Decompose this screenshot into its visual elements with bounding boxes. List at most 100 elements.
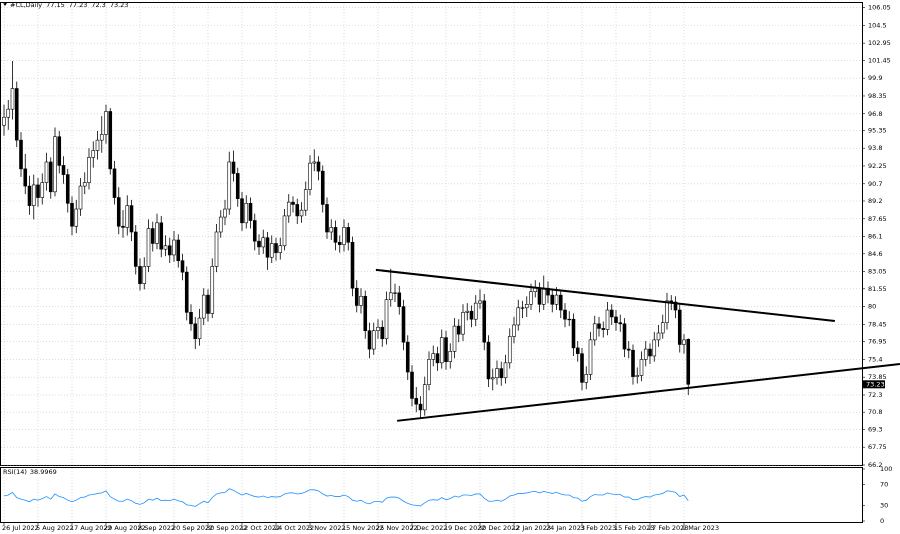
candle-body	[104, 111, 108, 135]
candle-body	[282, 215, 287, 247]
y-tick-label: 86.1	[868, 233, 882, 241]
y-tick-label: 67.75	[868, 443, 887, 451]
candle-body	[218, 216, 223, 233]
candle-body	[363, 295, 368, 332]
candle-body	[601, 328, 606, 330]
candle-body	[380, 326, 385, 340]
ohlc-value: 72.3	[91, 1, 105, 9]
candle-body	[155, 222, 159, 244]
candle-body	[206, 294, 210, 314]
candle-body	[189, 312, 193, 325]
y-tick-label: 84.6	[868, 250, 882, 258]
candle-body	[95, 139, 100, 151]
candle-body	[439, 337, 444, 364]
candle-body	[14, 88, 19, 141]
candle-body	[469, 310, 474, 320]
rsi-label: RSI(14)	[3, 468, 27, 476]
candle-body	[193, 323, 198, 340]
candle-body	[176, 239, 181, 261]
candle-body	[648, 348, 652, 357]
candle-body	[575, 347, 580, 354]
rsi-panel-frame	[0, 467, 863, 523]
candle-body	[609, 309, 614, 318]
y-tick-label: 83.05	[868, 268, 887, 276]
candle-body	[201, 294, 206, 319]
candle-body	[40, 182, 45, 198]
candle-body	[444, 337, 448, 362]
x-tick-label: 7 Dec 2022	[410, 524, 447, 532]
candle-body	[150, 228, 155, 244]
candle-body	[223, 208, 227, 218]
trendline	[375, 268, 835, 322]
x-tick-label: 30 Sep 2022	[206, 524, 247, 532]
x-tick-label: 12 Jan 2023	[512, 524, 551, 532]
trendline	[397, 362, 900, 422]
candle-body	[563, 309, 567, 320]
price-tag	[863, 380, 885, 389]
candle-body	[65, 174, 70, 204]
candle-body	[99, 134, 104, 141]
x-tick-label: 17 Aug 2022	[70, 524, 112, 532]
y-tick-label: 101.45	[868, 56, 891, 64]
symbol-label: #CL,Daily	[10, 1, 42, 9]
candle-body	[265, 237, 270, 258]
y-tick-label: 73.85	[868, 373, 887, 381]
y-tick-label: 89.2	[868, 197, 882, 205]
x-tick-label: 29 Aug 2022	[104, 524, 146, 532]
candle-body	[371, 330, 376, 350]
candle-body	[367, 330, 372, 350]
candle-body	[554, 294, 559, 305]
x-tick-label: 27 Feb 2023	[648, 524, 688, 532]
candle-body	[626, 348, 631, 351]
candle-body	[499, 368, 504, 379]
candle-body	[31, 184, 36, 206]
candle-body	[550, 294, 555, 305]
y-tick-label: 98.35	[868, 92, 887, 100]
candle-body	[142, 266, 147, 284]
candle-body	[660, 322, 665, 334]
candle-body	[512, 324, 516, 337]
candle-body	[482, 300, 487, 343]
candle-body	[622, 323, 627, 350]
candle-body	[393, 292, 397, 294]
y-tick-label: 92.25	[868, 162, 887, 170]
ohlc-value: 73.23	[110, 1, 129, 9]
candle-body	[78, 185, 83, 210]
candle-body	[235, 173, 240, 200]
y-tick-label: 95.35	[868, 126, 887, 134]
x-tick-label: 9 Mar 2023	[682, 524, 719, 532]
candle-body	[516, 307, 521, 326]
candle-body	[36, 184, 40, 198]
y-tick-label: 96.8	[868, 110, 882, 118]
candle-body	[597, 323, 601, 329]
candle-body	[316, 161, 321, 172]
candle-body	[388, 292, 393, 301]
candle-body	[108, 111, 113, 170]
candle-body	[248, 202, 253, 221]
x-tick-label: 19 Dec 2022	[444, 524, 486, 532]
candle-body	[138, 266, 142, 284]
candle-body	[418, 403, 423, 411]
rsi-y-tick-label: 100	[880, 465, 892, 473]
candle-body	[359, 295, 363, 306]
candle-body	[27, 185, 32, 206]
candle-body	[643, 348, 648, 360]
candle-body	[214, 231, 219, 267]
candle-body	[473, 302, 478, 320]
y-tick-label: 99.9	[868, 74, 882, 82]
candle-body	[337, 242, 342, 245]
candle-body	[422, 384, 427, 411]
candle-body	[133, 231, 138, 267]
candle-body	[91, 150, 96, 158]
y-tick-label: 75.4	[868, 355, 882, 363]
candle-body	[397, 292, 402, 307]
candle-body	[478, 300, 482, 304]
y-tick-label: 104.5	[868, 21, 887, 29]
y-tick-label: 78.45	[868, 320, 887, 328]
rsi-y-tick-label: 0	[880, 517, 884, 525]
candle-body	[592, 323, 597, 341]
candle-body	[325, 204, 329, 233]
x-tick-label: 3 Feb 2023	[580, 524, 616, 532]
candle-body	[19, 139, 23, 170]
candle-body	[384, 299, 389, 340]
